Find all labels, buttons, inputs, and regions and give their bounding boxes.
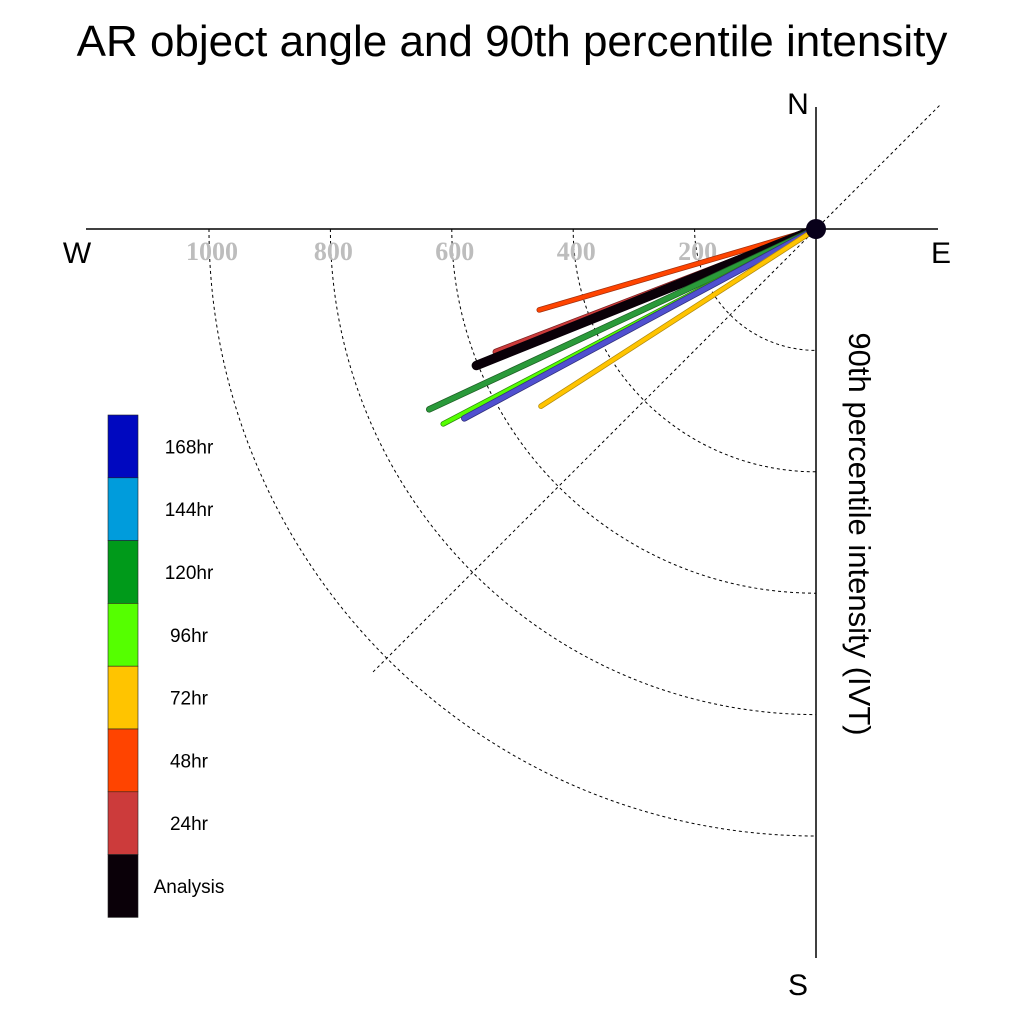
angle-vectors (426, 224, 821, 427)
vector-72hr (538, 226, 819, 409)
radial-tick-4: 800 (314, 237, 353, 266)
legend-swatch-8 (107, 854, 139, 918)
legend-swatch-5 (107, 665, 139, 730)
legend-label-8: Analysis (154, 877, 225, 898)
intensity-axis-label: 90th percentile intensity (IVT) (842, 332, 877, 735)
compass-west: W (63, 237, 92, 270)
legend-label-7: 24hr (170, 814, 209, 835)
legend-label-4: 96hr (170, 626, 209, 647)
legend-swatch-7 (107, 791, 139, 855)
legend-label-6: 48hr (170, 751, 209, 772)
grid-ring-4 (329, 228, 817, 716)
legend-swatch-6 (107, 728, 139, 793)
legend-label-2: 144hr (165, 500, 214, 521)
legend: 168hr 144hr 120hr 96hr 72hr 48hr 24hr Analysis (107, 414, 225, 918)
vector-analysis (471, 224, 821, 371)
legend-label-5: 72hr (170, 689, 209, 710)
legend-swatch-2 (107, 477, 139, 541)
compass-east: E (931, 237, 951, 270)
legend-label-3: 120hr (165, 563, 214, 584)
grid-ring-1 (694, 228, 817, 351)
origin-marker (806, 219, 826, 239)
vector-168hr (461, 225, 820, 422)
compass-south: S (788, 969, 808, 1002)
legend-swatch-3 (107, 540, 139, 604)
vector-120hr (426, 225, 820, 413)
radial-tick-3: 600 (435, 237, 474, 266)
polar-grid (208, 104, 941, 837)
grid-ring-3 (451, 228, 817, 594)
grid-diagonal (372, 104, 941, 673)
chart-title: AR object angle and 90th percentile inte… (77, 17, 948, 66)
legend-swatch-4 (107, 603, 139, 667)
radial-tick-2: 400 (557, 237, 596, 266)
compass-north: N (787, 88, 809, 121)
radial-tick-5: 1000 (186, 237, 238, 266)
legend-label-1: 168hr (165, 437, 214, 458)
grid-ring-2 (572, 228, 817, 473)
legend-swatch-1 (107, 414, 139, 479)
